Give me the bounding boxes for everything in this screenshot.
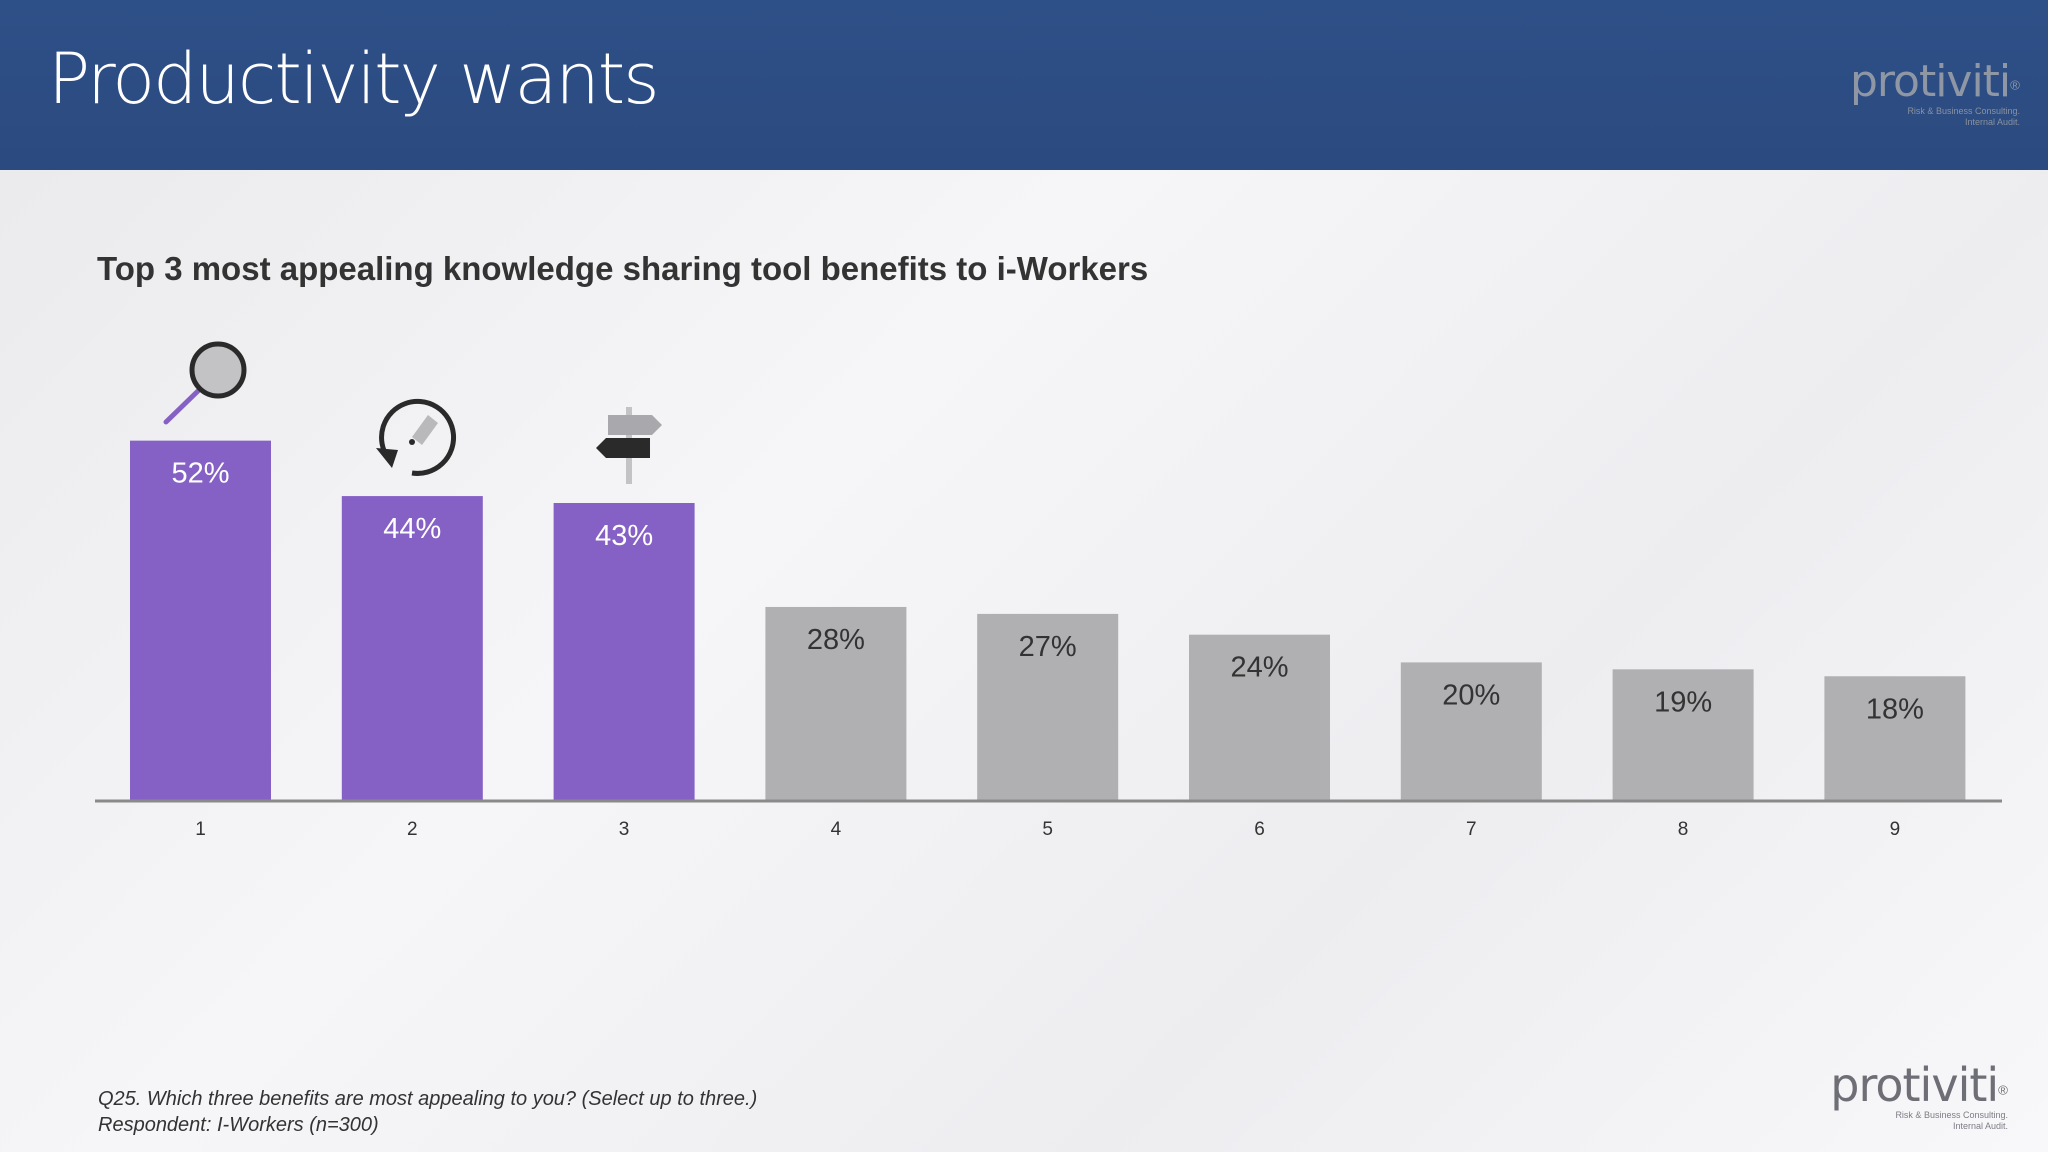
data-label-8: 19% [1654,686,1712,718]
x-tick-label-3: 3 [619,819,630,840]
data-label-9: 18% [1866,693,1924,725]
data-label-6: 24% [1230,652,1288,684]
x-tick-label-6: 6 [1254,819,1265,840]
refresh-edit-icon [376,398,456,476]
data-label-5: 27% [1019,631,1077,663]
signpost-icon [596,407,662,484]
bar-8 [1612,669,1754,801]
data-label-3: 43% [595,520,653,552]
bar-1 [130,440,271,801]
x-tick-label-1: 1 [195,819,206,840]
bar-4 [765,606,907,801]
bar-5 [977,613,1119,801]
data-label-4: 28% [807,624,865,656]
data-label-1: 52% [171,458,229,490]
header-bar: Productivity wants protiviti® Risk & Bus… [0,0,2048,170]
page-title: Productivity wants [48,38,660,120]
bar-chart: 52% 1 44% 2 43% 3 28% 4 27% 5 24% 6 20% 7 19% 8 18% 9 [95,341,2002,840]
chart-title: Top 3 most appealing knowledge sharing t… [97,250,1149,287]
bar-7 [1400,662,1542,801]
bar-3 [553,503,695,801]
data-label-2: 44% [383,513,441,545]
magnifier-icon [163,341,247,425]
protiviti-logo-footer: protiviti® Risk & Business Consulting. I… [1830,1058,2008,1131]
x-tick-label-5: 5 [1042,819,1053,840]
x-tick-label-8: 8 [1678,819,1689,840]
footnote-question: Q25. Which three benefits are most appea… [98,1088,758,1110]
x-tick-label-7: 7 [1466,819,1477,840]
bar-6 [1189,634,1330,801]
bar-9 [1824,676,1966,801]
x-tick-label-4: 4 [831,819,842,840]
x-tick-label-9: 9 [1890,819,1901,840]
bar-2 [341,496,483,801]
protiviti-logo-header: protiviti® Risk & Business Consulting. I… [1849,56,2020,128]
footnote-respondent: Respondent: I-Workers (n=300) [98,1114,379,1136]
x-tick-label-2: 2 [407,819,418,840]
data-label-7: 20% [1442,679,1500,711]
